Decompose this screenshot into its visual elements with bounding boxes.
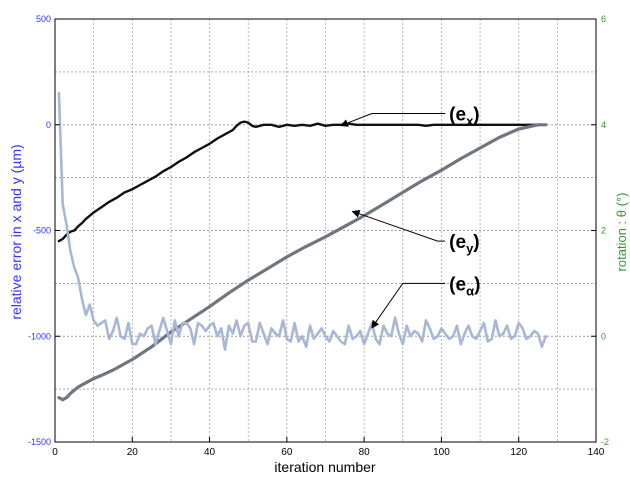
y-right-tick-label: 4 (601, 120, 606, 130)
y-left-tick-label: -1500 (28, 437, 51, 447)
series-line-ex (57, 120, 547, 243)
y-left-tick-label: 0 (46, 120, 51, 130)
annotation-label-close: ) (473, 105, 479, 126)
annotation-label-main: (e (449, 232, 466, 253)
annotation-label-main: (e (449, 105, 466, 126)
x-axis-label: iteration number (274, 459, 376, 475)
y-left-tick-label: -1000 (28, 331, 51, 341)
y-right-tick-label: -2 (601, 437, 609, 447)
series-line-ealpha (57, 91, 548, 351)
y-right-tick-label: 0 (601, 331, 606, 341)
y-left-tick-label: 500 (36, 14, 51, 24)
y-right-tick-label: 6 (601, 14, 606, 24)
x-tick-label: 80 (359, 447, 371, 458)
annotation-label-subscript: α (466, 283, 474, 298)
y-right-tick-label: 2 (601, 226, 606, 236)
annotation-label-close: ) (474, 274, 480, 295)
series-line-ey (57, 123, 548, 402)
annotation-arrow-ealpha (371, 282, 446, 329)
annotation-label-ex: (ex) (449, 105, 479, 129)
annotations: (ex)(ey)(eα) (340, 105, 480, 329)
annotation-arrow-ex (340, 113, 446, 127)
x-tick-label: 100 (433, 447, 450, 458)
y-axis-right-label: rotation : θ (°) (614, 193, 629, 272)
annotation-label-ey: (ey) (449, 232, 479, 256)
annotation-arrow-ey (351, 209, 446, 242)
annotation-label-subscript: y (466, 241, 474, 256)
x-tick-label: 20 (127, 447, 139, 458)
x-tick-label: 40 (204, 447, 216, 458)
grid (55, 19, 596, 442)
annotation-label-close: ) (473, 232, 479, 253)
axes: 0 20 40 60 80 100 120 1405000-500-1000-15006420… (28, 14, 609, 458)
x-tick-label: 120 (510, 447, 527, 458)
x-tick-label: 0 (52, 447, 58, 458)
annotation-label-ealpha: (eα) (449, 274, 480, 298)
annotation-label-main: (e (449, 274, 466, 295)
annotation-label-subscript: x (466, 114, 474, 129)
series-layer (57, 91, 548, 402)
y-left-tick-label: -500 (33, 226, 51, 236)
y-axis-left-label: relative error in x and y (µm) (8, 144, 24, 319)
x-tick-label: 140 (588, 447, 605, 458)
x-tick-label: 60 (281, 447, 293, 458)
